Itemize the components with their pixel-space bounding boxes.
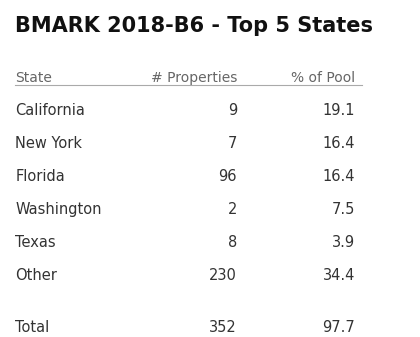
Text: 230: 230 — [209, 268, 237, 283]
Text: BMARK 2018-B6 - Top 5 States: BMARK 2018-B6 - Top 5 States — [15, 16, 373, 36]
Text: 97.7: 97.7 — [322, 320, 355, 335]
Text: 2: 2 — [228, 202, 237, 217]
Text: State: State — [15, 70, 52, 85]
Text: 34.4: 34.4 — [323, 268, 355, 283]
Text: Texas: Texas — [15, 235, 56, 250]
Text: % of Pool: % of Pool — [291, 70, 355, 85]
Text: Other: Other — [15, 268, 57, 283]
Text: 352: 352 — [209, 320, 237, 335]
Text: 96: 96 — [218, 169, 237, 184]
Text: 7.5: 7.5 — [332, 202, 355, 217]
Text: 16.4: 16.4 — [323, 169, 355, 184]
Text: # Properties: # Properties — [150, 70, 237, 85]
Text: 8: 8 — [228, 235, 237, 250]
Text: 16.4: 16.4 — [323, 136, 355, 151]
Text: Florida: Florida — [15, 169, 65, 184]
Text: 19.1: 19.1 — [323, 103, 355, 118]
Text: Washington: Washington — [15, 202, 102, 217]
Text: 9: 9 — [228, 103, 237, 118]
Text: California: California — [15, 103, 85, 118]
Text: 7: 7 — [228, 136, 237, 151]
Text: 3.9: 3.9 — [332, 235, 355, 250]
Text: Total: Total — [15, 320, 50, 335]
Text: New York: New York — [15, 136, 82, 151]
